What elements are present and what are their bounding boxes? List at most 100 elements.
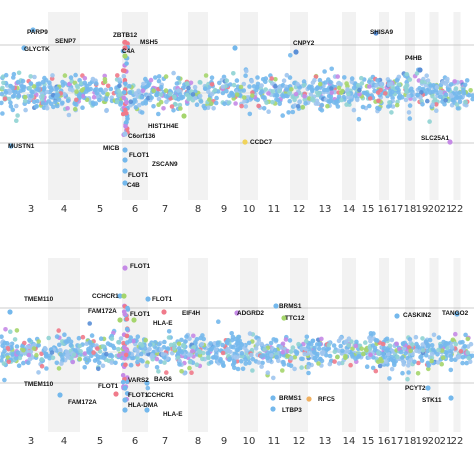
data-point (370, 365, 376, 371)
data-point (30, 89, 35, 95)
data-point (153, 75, 158, 80)
data-point (143, 76, 148, 82)
data-point (287, 75, 293, 80)
data-point (256, 103, 261, 109)
data-point (409, 86, 414, 92)
data-point (399, 95, 405, 100)
data-point (241, 88, 247, 93)
data-point (190, 92, 196, 97)
data-point (389, 89, 395, 95)
data-point (367, 96, 373, 101)
data-point (159, 85, 164, 90)
highlighted-point (417, 67, 423, 73)
bottom-points (0, 265, 474, 413)
data-point (463, 99, 469, 105)
data-point (279, 345, 284, 350)
data-point (224, 88, 229, 94)
data-point (383, 91, 388, 96)
data-point (202, 105, 208, 111)
data-point (212, 87, 218, 93)
data-point (440, 355, 446, 361)
data-point (295, 104, 301, 109)
chromosome-tick-label: 17 (391, 204, 404, 215)
data-point (13, 103, 19, 109)
data-point (458, 340, 463, 345)
data-point (82, 76, 88, 81)
data-point (449, 357, 454, 363)
data-point (12, 90, 18, 95)
data-point (292, 366, 297, 372)
data-point (22, 94, 28, 100)
data-point (430, 93, 435, 99)
data-point (171, 70, 176, 76)
data-point (260, 360, 265, 366)
data-point (117, 92, 122, 98)
data-point (234, 92, 240, 97)
data-point (270, 99, 275, 105)
data-point (293, 91, 299, 97)
data-point (428, 83, 433, 88)
data-point (127, 83, 132, 89)
data-point (448, 367, 454, 373)
data-point (259, 83, 264, 88)
highlighted-point (21, 45, 27, 51)
data-point (420, 342, 426, 347)
gene-label: TANGO2 (442, 310, 469, 317)
data-point (430, 347, 436, 352)
data-point (384, 348, 390, 353)
data-point (179, 369, 184, 374)
data-point (367, 335, 372, 341)
data-point (168, 91, 173, 97)
data-point (328, 86, 334, 91)
data-point (86, 350, 92, 355)
data-point (23, 107, 28, 113)
data-point (325, 346, 330, 352)
data-point (343, 339, 349, 345)
chromosome-tick-label: 8 (195, 204, 201, 215)
data-point (306, 344, 311, 349)
data-point (13, 355, 19, 361)
data-point (192, 95, 198, 101)
data-point (31, 346, 37, 351)
data-point (450, 337, 456, 343)
data-point (127, 90, 133, 95)
data-point (430, 102, 436, 107)
data-point (172, 94, 177, 100)
data-point (71, 352, 77, 358)
data-point (413, 334, 419, 340)
data-point (443, 92, 449, 97)
data-point (2, 340, 8, 346)
data-point (444, 79, 450, 84)
data-point (234, 347, 240, 353)
gene-label: PARP9 (27, 29, 48, 36)
data-point (378, 87, 383, 93)
data-point (8, 104, 14, 109)
data-point (227, 356, 233, 362)
data-point (316, 361, 321, 366)
data-point (33, 104, 39, 109)
data-point (136, 88, 141, 94)
data-point (453, 95, 459, 101)
data-point (423, 339, 429, 344)
data-point (406, 110, 412, 115)
data-point (419, 90, 424, 95)
data-point (343, 355, 348, 361)
data-point (17, 355, 23, 361)
data-point (329, 90, 335, 96)
data-point (353, 93, 358, 98)
highlighted-point (122, 265, 128, 271)
data-point (376, 98, 381, 104)
data-point (125, 305, 130, 311)
data-point (74, 89, 79, 94)
highlighted-point (122, 168, 128, 174)
data-point (429, 351, 435, 357)
data-point (285, 348, 290, 354)
chromosome-tick-label: 12 (293, 436, 306, 447)
data-point (39, 364, 45, 369)
data-point (158, 347, 164, 352)
data-point (234, 78, 240, 83)
data-point (97, 360, 102, 366)
data-point (284, 72, 290, 78)
data-point (91, 94, 97, 100)
data-point (117, 77, 122, 82)
